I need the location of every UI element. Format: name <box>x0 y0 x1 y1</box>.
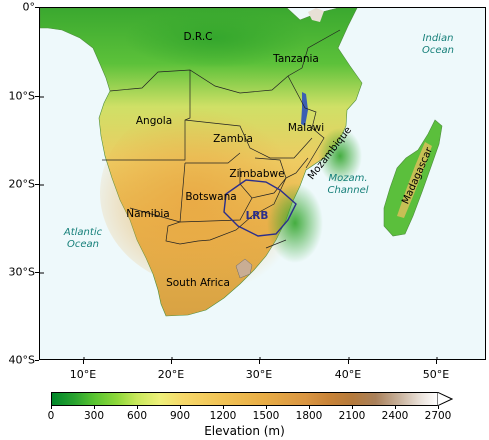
plateau-shading <box>100 98 320 288</box>
latitude-tick-mark <box>35 272 39 273</box>
latitude-tick-mark <box>35 184 39 185</box>
kilimanjaro-highland <box>308 8 324 22</box>
country-label-zimbabwe: Zimbabwe <box>229 168 284 180</box>
country-label-angola: Angola <box>136 115 172 127</box>
ocean-label-line: Ocean <box>422 45 454 56</box>
colorbar-tick-label: 600 <box>126 410 148 422</box>
ocean-label: Mozam. Channel <box>327 173 368 196</box>
colorbar-tick-mark <box>266 406 267 409</box>
colorbar-tick-mark <box>395 406 396 409</box>
colorbar-label: Elevation (m) <box>204 424 285 438</box>
colorbar-tick-mark <box>438 406 439 409</box>
latitude-tick-mark <box>35 7 39 8</box>
colorbar-tick-mark <box>309 406 310 409</box>
ocean-label-line: Mozam. <box>328 173 367 184</box>
country-label-namibia: Namibia <box>126 208 169 220</box>
country-label-tanzania: Tanzania <box>272 53 319 65</box>
elevation-colorbar <box>51 392 438 406</box>
coastal-lowland <box>267 183 323 263</box>
colorbar-tick-label: 1200 <box>209 410 237 422</box>
country-label-south-africa: South Africa <box>166 277 230 289</box>
longitude-tick-mark <box>348 360 349 364</box>
country-label-malawi: Malawi <box>288 122 324 134</box>
latitude-tick-mark <box>35 96 39 97</box>
colorbar-tick-label: 2400 <box>381 410 409 422</box>
latitude-tick-label: 40°S <box>8 353 35 367</box>
longitude-tick-mark <box>259 360 260 364</box>
longitude-tick-label: 20°E <box>157 368 185 381</box>
latitude-tick-label: 10°S <box>8 89 35 103</box>
ocean-label-line: Ocean <box>67 239 99 250</box>
longitude-tick-mark <box>83 360 84 364</box>
latitude-tick-label: 30°S <box>8 265 35 279</box>
ocean-label: Atlantic Ocean <box>63 227 103 250</box>
country-labels: D.R.C Tanzania Angola Zambia Malawi Zimbabwe B… <box>126 31 324 289</box>
colorbar-tick-mark <box>223 406 224 409</box>
ocean-label-line: Channel <box>327 185 368 196</box>
country-label-d-r-c: D.R.C <box>183 31 212 43</box>
lrb-basin-outline <box>223 179 297 237</box>
elevation-map: D.R.C Tanzania Angola Zambia Malawi Zimbabwe B… <box>40 8 454 359</box>
longitude-tick-label: 40°E <box>334 368 362 381</box>
longitude-tick-mark <box>436 360 437 364</box>
colorbar-tick-label: 900 <box>169 410 191 422</box>
colorbar-tick-label: 1500 <box>252 410 280 422</box>
longitude-tick-mark <box>171 360 172 364</box>
latitude-tick-label: 0° <box>22 0 36 14</box>
coastal-lowland <box>318 128 362 184</box>
colorbar-tick-label: 1800 <box>295 410 323 422</box>
longitude-tick-label: 10°E <box>69 368 97 381</box>
colorbar-tick-label: 300 <box>83 410 105 422</box>
colorbar-tick-mark <box>137 406 138 409</box>
colorbar-tick-label: 2100 <box>338 410 366 422</box>
coastal-lowland <box>125 8 305 68</box>
longitude-tick-label: 50°E <box>422 368 450 381</box>
country-label-botswana: Botswana <box>185 191 236 203</box>
latitude-tick-label: 20°S <box>8 177 35 191</box>
colorbar-tick-mark <box>51 406 52 409</box>
drakensberg-highland <box>235 258 253 279</box>
colorbar-tick-mark <box>94 406 95 409</box>
lake-malawi <box>301 92 308 126</box>
colorbar-extend-arrow <box>437 392 453 406</box>
map-tick-marks <box>40 96 438 359</box>
country-label-zambia: Zambia <box>213 133 253 145</box>
map-frame: D.R.C Tanzania Angola Zambia Malawi Zimbabwe B… <box>39 7 486 360</box>
madagascar-highland <box>397 142 432 218</box>
colorbar-tick-label: 0 <box>47 410 55 422</box>
longitude-tick-label: 30°E <box>245 368 273 381</box>
ocean-label: Indian Ocean <box>422 33 454 56</box>
ocean-label-line: Indian <box>423 33 454 44</box>
basin-label: LRB <box>246 210 269 222</box>
latitude-tick-mark <box>35 360 39 361</box>
colorbar-tick-mark <box>352 406 353 409</box>
colorbar-tick-mark <box>180 406 181 409</box>
colorbar-tick-label: 2700 <box>424 410 452 422</box>
ocean-label-line: Atlantic <box>63 227 103 238</box>
